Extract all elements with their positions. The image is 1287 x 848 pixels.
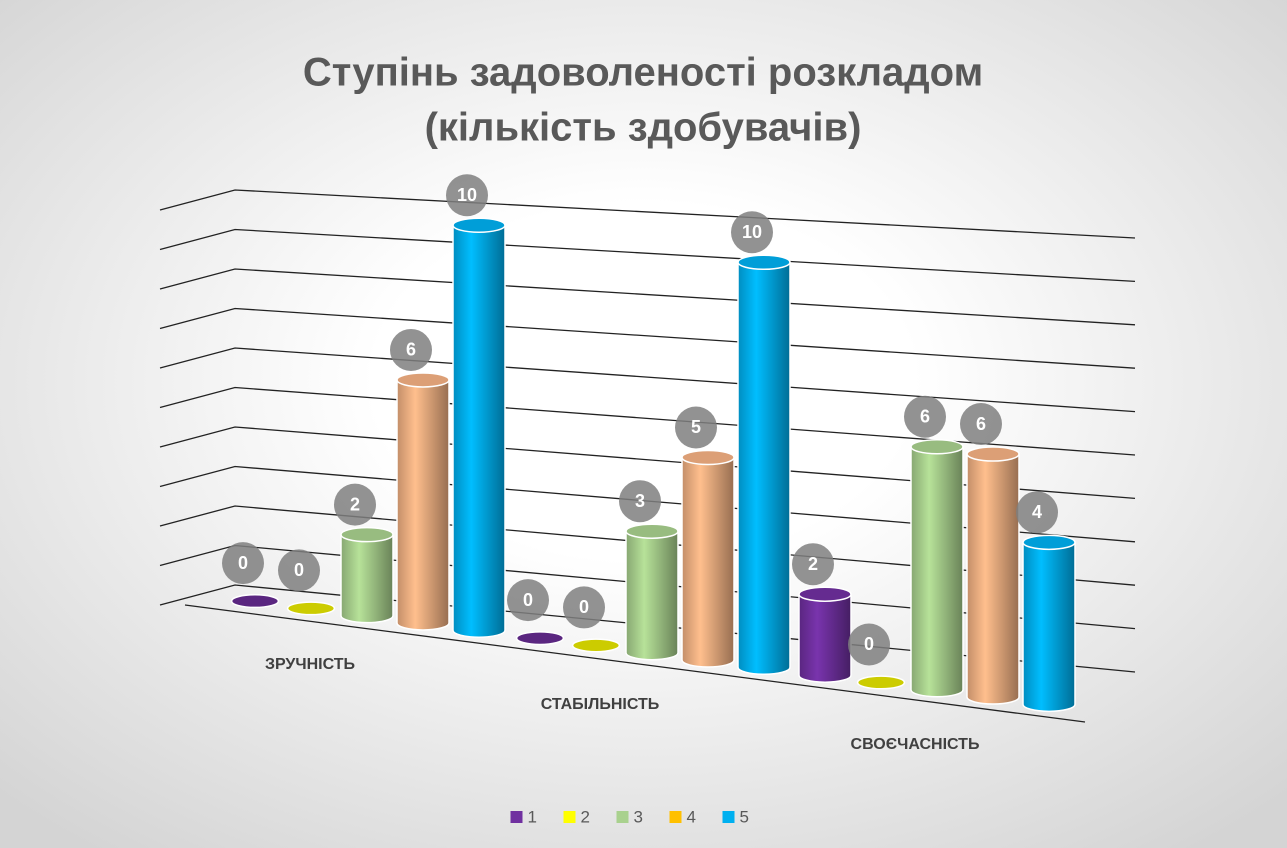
legend-label: 4 xyxy=(687,807,696,826)
bar xyxy=(798,586,852,683)
bar xyxy=(1022,534,1076,713)
floor-edge xyxy=(184,604,1086,723)
legend-swatch xyxy=(563,811,576,823)
data-label-bubble xyxy=(904,395,946,438)
data-label: 4 xyxy=(1032,502,1042,522)
data-label: 6 xyxy=(406,340,416,360)
data-label: 10 xyxy=(742,222,762,242)
legend-swatch xyxy=(722,811,735,823)
bar-body xyxy=(340,533,394,624)
grid-line xyxy=(159,189,1136,239)
data-label: 3 xyxy=(635,491,645,511)
data-label-bubble xyxy=(619,480,661,523)
grid-line xyxy=(159,228,1136,283)
bar-top xyxy=(396,372,450,388)
bar xyxy=(966,446,1020,705)
data-label-bubble xyxy=(731,211,773,254)
bar-top xyxy=(966,446,1020,462)
bar-top xyxy=(340,526,394,543)
data-label: 2 xyxy=(808,554,818,574)
data-label-bubble xyxy=(507,579,549,622)
bar-body xyxy=(798,593,852,683)
legend-label: 2 xyxy=(581,807,590,826)
grid-line xyxy=(159,465,1136,543)
bar xyxy=(286,601,336,616)
data-label: 10 xyxy=(457,185,477,205)
data-label: 0 xyxy=(864,634,874,654)
legend-swatch xyxy=(669,811,682,823)
bar-top xyxy=(625,523,679,539)
data-label-bubble xyxy=(390,328,432,371)
grid-line xyxy=(159,307,1136,369)
bar-top xyxy=(230,594,280,609)
data-label-bubble xyxy=(792,543,834,586)
bar xyxy=(571,638,621,653)
bar xyxy=(515,631,565,646)
data-label: 2 xyxy=(350,494,360,514)
bar-top xyxy=(571,638,621,653)
grid-line xyxy=(159,386,1136,456)
bar-body xyxy=(910,446,964,698)
legend-swatch xyxy=(510,811,523,823)
data-label: 0 xyxy=(238,553,248,573)
data-label-bubble xyxy=(222,542,264,585)
bar-body xyxy=(681,456,735,668)
bar xyxy=(910,439,964,698)
grid-line xyxy=(159,426,1136,500)
data-label: 5 xyxy=(691,417,701,437)
x-tick-label: ЗРУЧНІСТЬ xyxy=(265,656,355,673)
legend-swatch xyxy=(616,811,629,823)
bar-body xyxy=(1022,541,1076,713)
data-label: 0 xyxy=(294,560,304,580)
bar-top xyxy=(515,631,565,646)
bar-body xyxy=(966,453,1020,705)
bar xyxy=(230,594,280,609)
data-label: 6 xyxy=(920,407,930,427)
legend-label: 5 xyxy=(740,807,749,826)
data-label: 0 xyxy=(523,590,533,610)
x-tick-label: СВОЄЧАСНІСТЬ xyxy=(851,736,980,753)
bar xyxy=(396,372,450,631)
legend-label: 1 xyxy=(528,807,537,826)
grid-line xyxy=(159,347,1136,413)
grid-line xyxy=(159,268,1136,326)
data-label-bubble xyxy=(848,623,890,666)
data-label-bubble xyxy=(446,174,488,217)
bar xyxy=(340,526,394,624)
bar-top xyxy=(910,439,964,455)
data-label: 0 xyxy=(579,597,589,617)
bar xyxy=(681,449,735,668)
data-label-bubble xyxy=(563,586,605,629)
chart-title: (кількість здобувачів) xyxy=(425,106,862,150)
data-label: 6 xyxy=(976,414,986,434)
bar xyxy=(856,675,906,690)
bar-top xyxy=(737,254,791,271)
bar-top xyxy=(452,217,506,233)
legend-label: 3 xyxy=(634,807,643,826)
bar xyxy=(625,523,679,661)
grid-line xyxy=(159,505,1136,586)
bar xyxy=(452,217,506,638)
bar-body xyxy=(737,261,791,676)
data-label-bubble xyxy=(334,483,376,526)
bar-top xyxy=(798,586,852,602)
bar-top xyxy=(856,675,906,690)
bar-top xyxy=(681,449,735,466)
bar-top xyxy=(286,601,336,616)
bar xyxy=(737,254,791,676)
bar-body xyxy=(452,224,506,638)
bar-body xyxy=(396,379,450,631)
data-label-bubble xyxy=(675,406,717,449)
data-label-bubble xyxy=(1016,491,1058,534)
bar-top xyxy=(1022,534,1076,551)
bar-body xyxy=(625,530,679,661)
data-label-bubble xyxy=(278,549,320,592)
data-label-bubble xyxy=(960,403,1002,446)
x-tick-label: СТАБІЛЬНІСТЬ xyxy=(541,696,660,713)
chart-title: Ступінь задоволеності розкладом xyxy=(303,51,983,95)
